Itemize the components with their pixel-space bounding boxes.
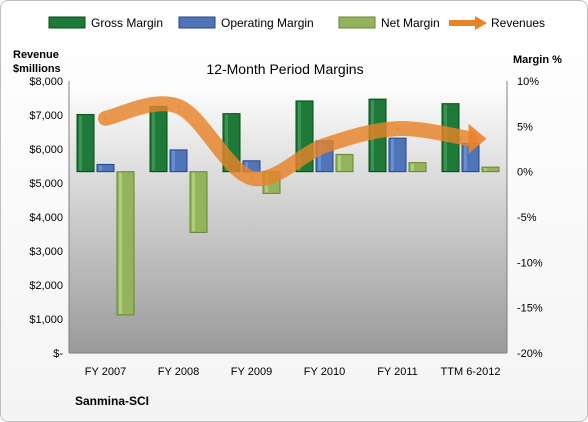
category-label: FY 2008: [158, 366, 199, 378]
net-margin-bar: [481, 166, 500, 173]
revenues-legend-arrow: [475, 16, 487, 30]
gross-margin-legend-swatch: [48, 16, 86, 29]
left-tick-label: $2,000: [29, 280, 63, 292]
net-margin-bar-highlight: [484, 168, 487, 171]
operating-margin-legend-label: Operating Margin: [221, 16, 314, 30]
left-axis-ticks: $- $1,000 $2,000 $3,000 $4,000 $5,000 $6,000 $7…: [29, 76, 63, 360]
revenues-point: [469, 137, 472, 140]
operating-margin-bar-highlight: [99, 165, 102, 171]
operating-margin-bar-highlight: [172, 150, 175, 171]
right-tick-label: -5%: [517, 212, 537, 224]
gross-margin-bar-highlight: [298, 101, 301, 171]
legend: Gross Margin Operating Margin Net Margin Re…: [48, 16, 545, 30]
left-tick-label: $1,000: [29, 314, 63, 326]
right-axis-ticks: -20% -15% -10% -5% 0% 5% 10%: [517, 76, 543, 360]
gross-margin-bar-highlight: [79, 115, 82, 171]
net-margin-bar: [408, 162, 427, 173]
category-label: FY 2011: [377, 366, 418, 378]
left-tick-label: $7,000: [29, 110, 63, 122]
category-label: FY 2009: [231, 366, 272, 378]
category-label: FY 2007: [85, 366, 126, 378]
operating-margin-bar-highlight: [318, 141, 321, 171]
net-margin-bar-highlight: [119, 172, 122, 314]
net-margin-legend-label: Net Margin: [381, 16, 440, 30]
left-axis-title-line1: Revenue: [13, 49, 59, 61]
revenues-arrowhead: [468, 123, 487, 154]
category-label: FY 2010: [304, 366, 345, 378]
right-tick-label: 5%: [517, 121, 533, 133]
plot-area: [69, 81, 507, 353]
operating-margin-bar-highlight: [245, 161, 248, 171]
revenues-point: [104, 117, 107, 120]
right-tick-label: 0%: [517, 167, 533, 179]
operating-margin-bar: [96, 163, 115, 173]
revenues-legend-label: Revenues: [491, 16, 545, 30]
gross-margin-legend-label: Gross Margin: [91, 16, 163, 30]
left-tick-label: $4,000: [29, 212, 63, 224]
operating-margin-legend-swatch: [178, 16, 216, 29]
right-axis-title: Margin %: [513, 54, 562, 66]
left-tick-label: $5,000: [29, 178, 63, 190]
right-tick-label: -15%: [517, 303, 543, 315]
operating-margin-bar-highlight: [391, 139, 394, 171]
category-label: TTM 6-2012: [441, 366, 501, 378]
right-tick-label: 10%: [517, 76, 539, 88]
gross-margin-bar-highlight: [225, 114, 228, 171]
left-tick-label: $8,000: [29, 76, 63, 88]
left-axis-title-line2: $millions: [13, 63, 61, 75]
revenues-line-group: [98, 96, 487, 187]
left-tick-label: $3,000: [29, 246, 63, 258]
category-labels: FY 2007 FY 2008 FY 2009 FY 2010 FY 2011 TTM 6…: [85, 366, 501, 378]
left-tick-label: $6,000: [29, 144, 63, 156]
right-tick-label: -10%: [517, 257, 543, 269]
revenues-point: [396, 127, 399, 130]
chart-title: 12-Month Period Margins: [206, 61, 363, 77]
gross-margin-bar-highlight: [152, 107, 155, 171]
net-margin-bar-highlight: [192, 172, 195, 232]
operating-margin-bar-highlight: [464, 144, 467, 171]
net-margin-bar-highlight: [411, 163, 414, 171]
left-tick-label: $-: [53, 348, 63, 360]
revenues-point: [250, 176, 253, 180]
net-margin-legend-swatch: [338, 16, 376, 29]
right-tick-label: -20%: [517, 348, 543, 360]
company-name: Sanmina-SCI: [75, 394, 149, 408]
net-margin-bar-highlight: [338, 155, 341, 171]
revenues-point: [177, 105, 180, 108]
revenues-point: [323, 144, 326, 147]
revenues-line: [98, 96, 478, 187]
